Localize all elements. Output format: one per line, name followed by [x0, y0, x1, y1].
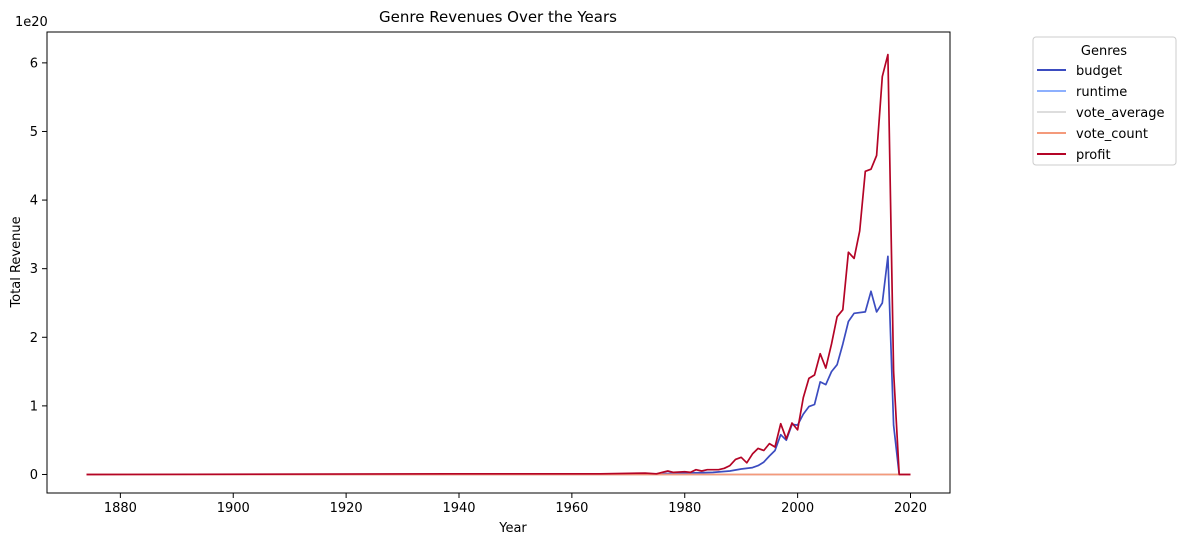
y-axis-label: Total Revenue — [9, 216, 24, 308]
x-tick-label: 1940 — [442, 501, 475, 516]
y-tick-label: 0 — [30, 468, 38, 483]
legend-label-runtime: runtime — [1076, 85, 1127, 100]
y-tick-label: 1 — [30, 399, 38, 414]
chart-title: Genre Revenues Over the Years — [379, 8, 617, 26]
plot-area — [46, 31, 951, 494]
x-tick-label: 2000 — [781, 501, 814, 516]
legend-label-vote-average: vote_average — [1076, 106, 1164, 121]
x-tick-label: 2020 — [894, 501, 927, 516]
x-axis-label: Year — [498, 521, 527, 536]
y-axis: 0 1 2 3 4 5 6 — [30, 56, 47, 483]
x-tick-label: 1900 — [217, 501, 250, 516]
x-tick-label: 1980 — [668, 501, 701, 516]
series-line-profit — [86, 53, 911, 476]
x-axis: 1880 1900 1920 1940 1960 1980 2000 2020 — [104, 493, 927, 516]
x-tick-label: 1880 — [104, 501, 137, 516]
legend-title: Genres — [1081, 44, 1127, 59]
y-offset-label: 1e20 — [15, 15, 48, 30]
legend-label-vote-count: vote_count — [1076, 127, 1148, 142]
y-tick-label: 2 — [30, 331, 38, 346]
series-lines — [86, 53, 911, 476]
legend-frame — [1032, 36, 1177, 166]
y-tick-label: 5 — [30, 125, 38, 140]
legend-label-budget: budget — [1076, 64, 1122, 79]
y-tick-label: 6 — [30, 56, 38, 71]
x-tick-label: 1960 — [555, 501, 588, 516]
legend-label-profit: profit — [1076, 148, 1111, 163]
series-line-budget — [86, 255, 911, 476]
legend: Genres budget runtime vote_average vote_cou… — [1032, 36, 1177, 166]
y-tick-label: 3 — [30, 262, 38, 277]
x-tick-label: 1920 — [330, 501, 363, 516]
y-tick-label: 4 — [30, 194, 38, 209]
